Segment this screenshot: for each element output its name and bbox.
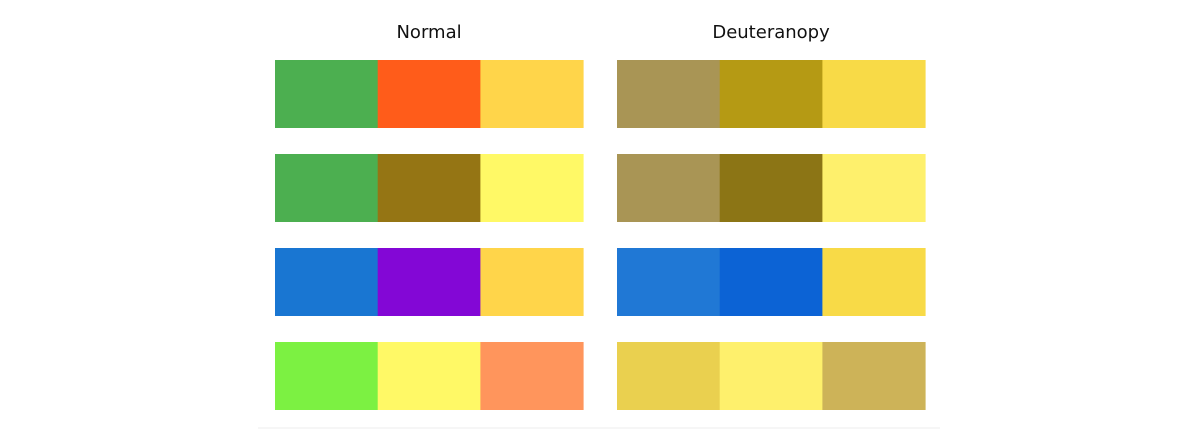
color-swatch: [617, 248, 721, 316]
color-swatch: [822, 154, 926, 222]
panel-title: Normal: [396, 22, 461, 43]
color-swatch: [617, 342, 721, 410]
color-swatch: [480, 248, 584, 316]
color-swatch: [480, 342, 584, 410]
color-swatch: [377, 60, 481, 128]
color-swatch: [275, 60, 379, 128]
color-swatch: [275, 342, 379, 410]
color-swatch: [480, 154, 584, 222]
color-swatch: [822, 342, 926, 410]
color-swatch: [617, 60, 721, 128]
color-swatch: [719, 248, 823, 316]
color-swatch: [377, 154, 481, 222]
color-swatch: [822, 60, 926, 128]
color-swatch: [719, 154, 823, 222]
color-swatch: [617, 154, 721, 222]
color-swatch: [719, 342, 823, 410]
color-swatch: [275, 154, 379, 222]
color-swatch: [377, 248, 481, 316]
color-swatch: [822, 248, 926, 316]
panel-title: Deuteranopy: [712, 22, 830, 43]
color-swatch: [719, 60, 823, 128]
color-swatch: [377, 342, 481, 410]
color-swatch: [480, 60, 584, 128]
color-swatch: [275, 248, 379, 316]
